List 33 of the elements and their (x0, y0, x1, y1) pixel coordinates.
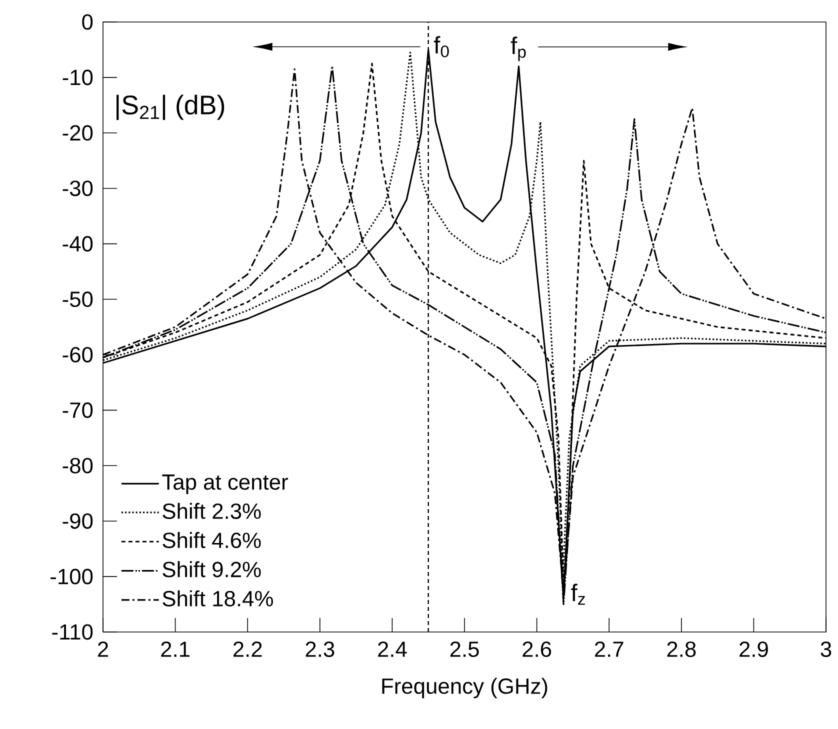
y-tick-label: -60 (62, 346, 93, 362)
legend-label: Tap at center (162, 474, 288, 494)
y-tick-label: -80 (62, 458, 93, 474)
y-tick-label: -20 (62, 125, 93, 141)
annotation: f$_{z}$ (571, 584, 585, 605)
x-tick-label: 2.7 (594, 641, 624, 657)
x-axis-title: Frequency (GHz) (382, 678, 548, 698)
y-tick-label: 0 (82, 14, 93, 30)
y-tick-label: -110 (52, 624, 93, 640)
x-tick-label: 2.3 (306, 641, 334, 658)
x-tick-label: 2.2 (233, 641, 262, 657)
x-tick-label: 2.9 (740, 641, 768, 658)
x-tick-label: 2.4 (378, 641, 407, 657)
legend-label: Shift 2.3% (162, 502, 261, 519)
annotation: f$_{0}$ (434, 36, 449, 58)
x-tick-label: 2.5 (450, 641, 479, 658)
x-tick-label: 3 (820, 641, 832, 658)
y-axis-title: |S$_{21}$| (dB) (116, 94, 224, 120)
y-tick-label: -100 (50, 568, 93, 584)
legend-label: Shift 18.4% (162, 590, 273, 606)
y-tick-label: -10 (62, 70, 93, 86)
y-tick-label: -70 (62, 402, 93, 418)
annotation: f$_{p}$ (510, 36, 526, 62)
x-tick-label: 2.6 (522, 641, 552, 658)
y-tick-label: -40 (62, 236, 93, 252)
y-tick-label: -90 (62, 513, 93, 529)
x-tick-label: 2.1 (161, 641, 190, 657)
x-tick-label: 2.8 (667, 641, 696, 658)
legend-label: Shift 4.6% (162, 532, 261, 548)
y-tick-label: -30 (62, 180, 93, 196)
y-tick-label: -50 (62, 292, 93, 308)
legend-label: Shift 9.2% (162, 561, 261, 578)
x-tick-label: 2 (98, 641, 108, 657)
